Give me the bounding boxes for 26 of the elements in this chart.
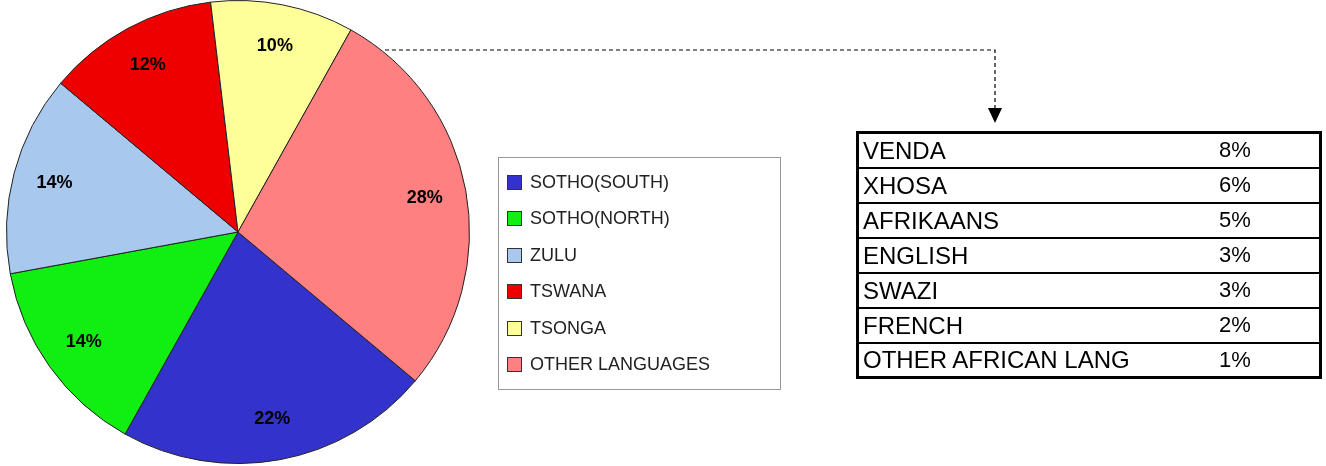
text: 1% [1219, 346, 1251, 372]
category-label: AFRIKAANS [857, 202, 1219, 238]
category-label: SWAZI [857, 272, 1219, 308]
data-label: 14% [36, 172, 73, 193]
data-label: 28% [406, 186, 443, 207]
legend-label: ZULU [530, 244, 578, 266]
text: 6% [1219, 172, 1251, 197]
category-label: ENGLISH [857, 237, 1219, 273]
category-label: XHOSA [857, 167, 1219, 203]
legend-label: TSWANA [530, 281, 607, 303]
text: 8% [1219, 137, 1251, 163]
data-label: 10% [256, 34, 293, 55]
text: 3% [1219, 242, 1251, 267]
legend-label: SOTHO(SOUTH) [530, 171, 669, 193]
text: 3% [1219, 277, 1251, 302]
category-label: FRENCH [857, 307, 1219, 343]
text: 5% [1219, 207, 1251, 232]
legend-label: SOTHO(NORTH) [530, 208, 670, 230]
legend-label: OTHER LANGUAGES [530, 354, 711, 376]
text: 2% [1219, 312, 1251, 337]
data-label: 22% [254, 407, 291, 428]
category-label: VENDA [857, 132, 1219, 168]
legend-label: TSONGA [530, 317, 607, 339]
data-label: 12% [129, 53, 166, 74]
data-label: 14% [65, 331, 102, 352]
category-label: OTHER AFRICAN LANG [857, 342, 1219, 378]
